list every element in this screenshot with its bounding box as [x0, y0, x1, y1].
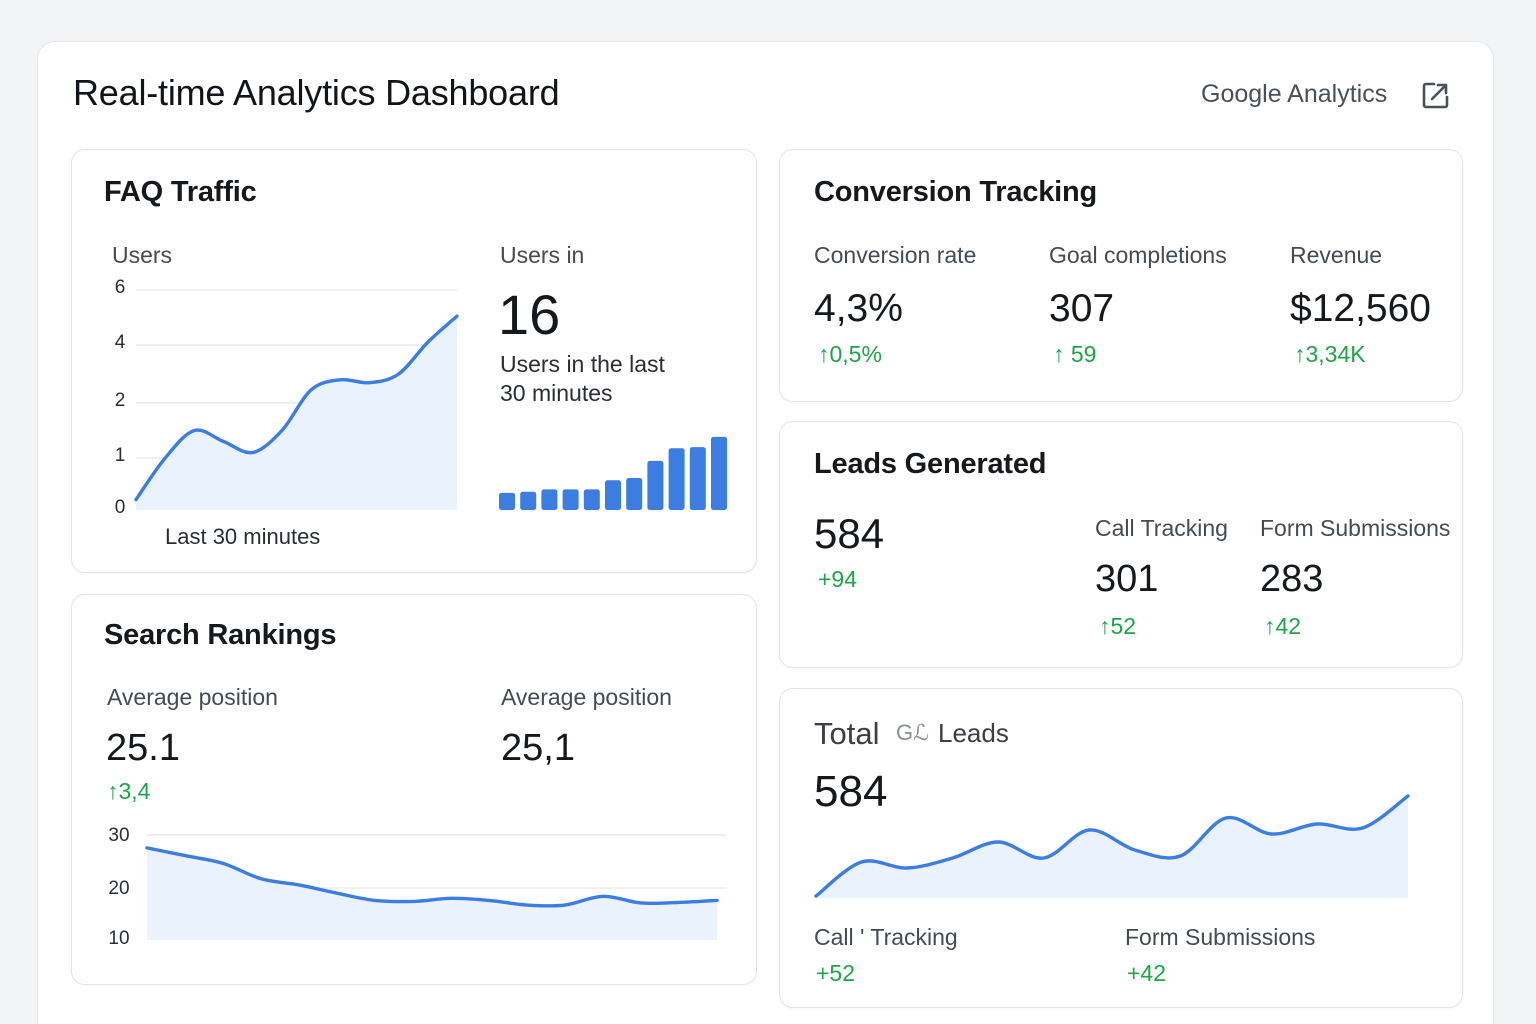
average-position-value: 25.1: [106, 727, 180, 769]
users-per-minute-chart: [499, 436, 727, 510]
revenue-label: Revenue: [1290, 242, 1383, 268]
form-submissions-delta: ↑42: [1264, 613, 1302, 639]
form-submissions-footer-delta: +42: [1127, 960, 1167, 986]
average-position-delta: ↑3,4: [107, 778, 151, 804]
average-position-chart: 30 20 10: [108, 825, 727, 949]
up-arrow-icon: ↑: [1264, 613, 1276, 639]
active-users-count: 16: [498, 283, 561, 346]
y-tick-label: 10: [108, 928, 129, 949]
external-link-icon[interactable]: [1420, 80, 1451, 111]
search-rankings-title: Search Rankings: [104, 619, 337, 651]
users-bar: [689, 447, 706, 510]
users-bar: [711, 436, 727, 510]
call-tracking-footer-label: Call ' Tracking: [814, 924, 958, 950]
y-tick-label: 0: [115, 497, 126, 518]
up-arrow-icon: ↑: [107, 778, 119, 804]
up-arrow-icon: ↑: [818, 341, 830, 367]
revenue-value: $12,560: [1290, 287, 1431, 330]
leads-total-value: 584: [814, 510, 885, 557]
google-analytics-link[interactable]: Google Analytics: [1201, 80, 1388, 108]
users-bar: [626, 478, 643, 510]
revenue-delta: ↑3,34K: [1294, 341, 1366, 367]
users-bar: [520, 491, 537, 510]
up-arrow-icon: ↑: [1099, 613, 1111, 639]
conversion-tracking-title: Conversion Tracking: [814, 176, 1098, 208]
average-position-area: [147, 847, 717, 940]
leads-total-delta: +94: [818, 566, 858, 592]
y-tick-label: 6: [115, 277, 126, 298]
y-tick-label: 30: [108, 825, 129, 846]
call-tracking-label: Call Tracking: [1095, 515, 1228, 541]
users-caption-line1: Users in the last: [500, 351, 665, 377]
average-position-label: Average position: [107, 684, 278, 710]
average-position-value-secondary: 25,1: [501, 727, 575, 769]
average-position-label-secondary: Average position: [501, 684, 672, 710]
form-submissions-value: 283: [1260, 558, 1324, 600]
average-position-line: [145, 846, 719, 908]
users-bar: [668, 448, 685, 510]
conversion-rate-label: Conversion rate: [814, 242, 977, 268]
total-leads-value: 584: [814, 767, 888, 816]
y-tick-label: 2: [115, 390, 126, 411]
page-title: Real-time Analytics Dashboard: [73, 72, 560, 113]
goal-completions-label: Goal completions: [1049, 242, 1227, 268]
faq-traffic-title: FAQ Traffic: [104, 176, 257, 208]
call-tracking-value: 301: [1095, 558, 1159, 600]
y-tick-label: 4: [115, 332, 126, 353]
users-bar: [605, 480, 621, 510]
users-caption-line2: 30 minutes: [500, 380, 613, 406]
faq-users-line: [134, 314, 459, 502]
users-bar: [583, 489, 600, 510]
faq-users-area: [136, 316, 457, 510]
total-leads-subtitle: Leads: [938, 718, 1009, 748]
form-submissions-footer-label: Form Submissions: [1125, 924, 1316, 950]
form-submissions-label: Form Submissions: [1260, 515, 1451, 541]
users-bar: [562, 489, 579, 510]
up-arrow-icon: ↑: [1053, 341, 1071, 367]
call-tracking-delta: ↑52: [1099, 613, 1137, 639]
goal-completions-delta: ↑ 59: [1053, 341, 1097, 367]
users-bar: [541, 489, 558, 510]
users-chart-label: Users: [112, 242, 173, 268]
call-tracking-footer-delta: +52: [816, 960, 856, 986]
x-axis-caption: Last 30 minutes: [165, 524, 321, 549]
total-leads-line: [814, 794, 1410, 898]
conversion-rate-value: 4,3%: [814, 287, 903, 330]
leads-generated-card: [779, 421, 1463, 668]
goal-completions-value: 307: [1049, 287, 1115, 330]
ga-badge-icon: Gℒ: [896, 720, 929, 745]
users-bar: [499, 492, 515, 510]
faq-users-chart: 6 4 2 1 0: [115, 277, 459, 518]
leads-generated-title: Leads Generated: [814, 448, 1047, 480]
total-leads-title: Total: [814, 716, 880, 751]
users-in-label: Users in: [500, 242, 585, 268]
total-leads-chart: [814, 794, 1410, 898]
users-bar: [647, 460, 664, 510]
y-tick-label: 20: [108, 878, 129, 899]
total-leads-area: [816, 796, 1408, 898]
conversion-tracking-card: [779, 149, 1463, 402]
y-tick-label: 1: [115, 445, 126, 466]
up-arrow-icon: ↑: [1294, 341, 1306, 367]
conversion-rate-delta: ↑0,5%: [818, 341, 882, 367]
